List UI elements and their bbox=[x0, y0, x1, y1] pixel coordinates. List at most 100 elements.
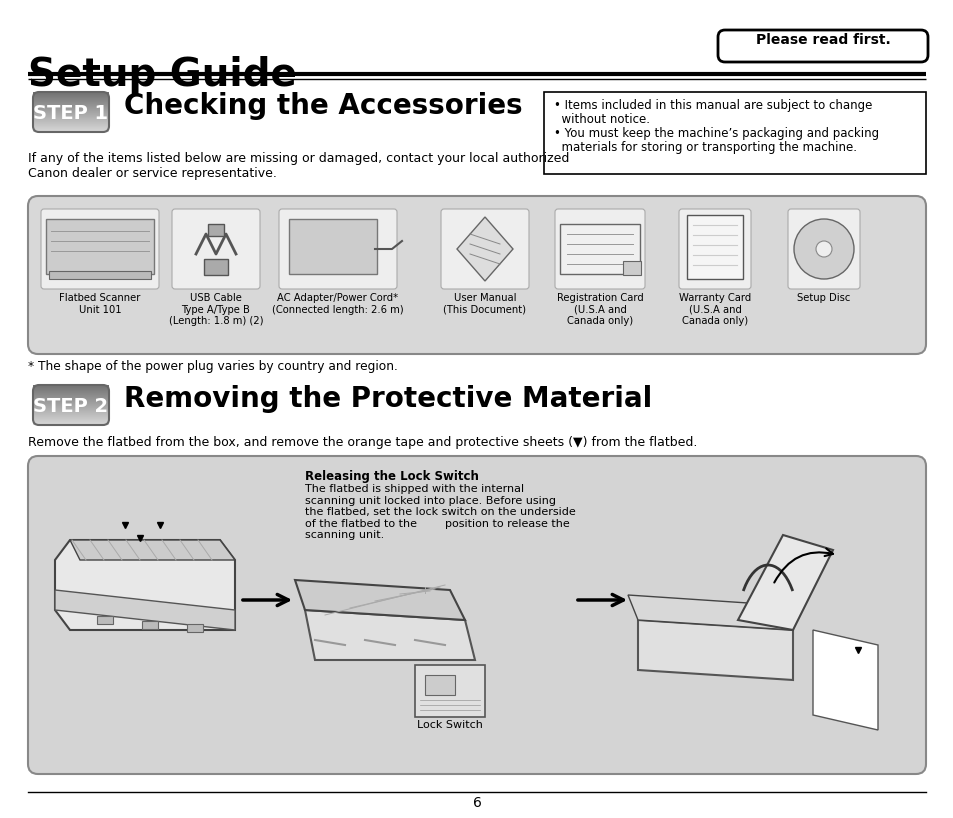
Bar bbox=[33, 125, 109, 126]
Text: Lock Switch: Lock Switch bbox=[416, 720, 482, 730]
Text: 6: 6 bbox=[472, 796, 481, 810]
Bar bbox=[142, 621, 158, 629]
Polygon shape bbox=[294, 580, 464, 620]
Bar bbox=[33, 418, 109, 419]
Bar bbox=[33, 424, 109, 425]
Bar bbox=[33, 408, 109, 409]
FancyBboxPatch shape bbox=[718, 30, 927, 62]
Bar bbox=[33, 393, 109, 394]
Text: Registration Card
(U.S.A and
Canada only): Registration Card (U.S.A and Canada only… bbox=[556, 293, 642, 326]
Bar bbox=[33, 117, 109, 118]
Text: AC Adapter/Power Cord*
(Connected length: 2.6 m): AC Adapter/Power Cord* (Connected length… bbox=[272, 293, 403, 315]
FancyBboxPatch shape bbox=[41, 209, 159, 289]
Bar bbox=[33, 410, 109, 411]
Text: Removing the Protective Material: Removing the Protective Material bbox=[124, 385, 652, 413]
Text: materials for storing or transporting the machine.: materials for storing or transporting th… bbox=[554, 141, 856, 154]
Bar bbox=[33, 402, 109, 403]
Polygon shape bbox=[456, 217, 513, 281]
Text: Please read first.: Please read first. bbox=[755, 33, 889, 47]
Bar bbox=[33, 413, 109, 414]
Polygon shape bbox=[70, 540, 234, 560]
FancyBboxPatch shape bbox=[28, 456, 925, 774]
Text: Setup Disc: Setup Disc bbox=[797, 293, 850, 303]
Bar bbox=[33, 414, 109, 415]
Bar bbox=[33, 131, 109, 132]
Polygon shape bbox=[55, 540, 234, 630]
Bar bbox=[559, 224, 639, 274]
Bar bbox=[33, 396, 109, 397]
Text: STEP 1: STEP 1 bbox=[33, 104, 109, 123]
Text: Flatbed Scanner
Unit 101: Flatbed Scanner Unit 101 bbox=[59, 293, 140, 315]
Bar bbox=[33, 415, 109, 416]
Bar bbox=[33, 104, 109, 105]
Text: without notice.: without notice. bbox=[554, 113, 649, 126]
Bar bbox=[33, 395, 109, 396]
FancyBboxPatch shape bbox=[679, 209, 750, 289]
Bar bbox=[33, 97, 109, 98]
Bar bbox=[33, 399, 109, 400]
Bar bbox=[33, 387, 109, 388]
Bar bbox=[33, 392, 109, 393]
Bar bbox=[686, 215, 742, 279]
Bar bbox=[33, 120, 109, 121]
Bar bbox=[33, 115, 109, 116]
Bar bbox=[33, 420, 109, 421]
Text: * The shape of the power plug varies by country and region.: * The shape of the power plug varies by … bbox=[28, 360, 397, 373]
Bar bbox=[33, 389, 109, 390]
Bar bbox=[33, 121, 109, 122]
Bar bbox=[33, 422, 109, 423]
Bar bbox=[33, 386, 109, 387]
Bar bbox=[33, 92, 109, 93]
Bar bbox=[33, 110, 109, 111]
Circle shape bbox=[815, 241, 831, 257]
Bar bbox=[33, 122, 109, 123]
Bar bbox=[33, 406, 109, 407]
Text: USB Cable
Type A/Type B
(Length: 1.8 m) (2): USB Cable Type A/Type B (Length: 1.8 m) … bbox=[169, 293, 263, 326]
Bar bbox=[33, 401, 109, 402]
Bar bbox=[33, 127, 109, 128]
Bar bbox=[33, 412, 109, 413]
Bar bbox=[33, 385, 109, 386]
Bar bbox=[33, 114, 109, 115]
Bar bbox=[33, 118, 109, 119]
Bar bbox=[97, 616, 112, 624]
Polygon shape bbox=[738, 535, 832, 630]
Polygon shape bbox=[627, 595, 792, 630]
Bar bbox=[33, 93, 109, 94]
Bar bbox=[33, 417, 109, 418]
Bar bbox=[33, 394, 109, 395]
Bar bbox=[33, 113, 109, 114]
Bar bbox=[33, 128, 109, 129]
Polygon shape bbox=[638, 620, 792, 680]
Bar bbox=[33, 108, 109, 109]
Bar bbox=[33, 116, 109, 117]
Bar bbox=[289, 219, 376, 274]
Bar bbox=[33, 388, 109, 389]
Bar bbox=[33, 98, 109, 99]
Bar bbox=[33, 405, 109, 406]
Text: Remove the flatbed from the box, and remove the orange tape and protective sheet: Remove the flatbed from the box, and rem… bbox=[28, 436, 697, 449]
Bar bbox=[33, 123, 109, 124]
Bar bbox=[33, 403, 109, 404]
Bar bbox=[33, 409, 109, 410]
Bar bbox=[33, 102, 109, 103]
Bar bbox=[33, 411, 109, 412]
Bar bbox=[33, 126, 109, 127]
Bar bbox=[33, 416, 109, 417]
FancyBboxPatch shape bbox=[172, 209, 260, 289]
FancyBboxPatch shape bbox=[28, 196, 925, 354]
Bar bbox=[49, 271, 151, 279]
Bar bbox=[33, 391, 109, 392]
Bar bbox=[204, 259, 228, 275]
Bar bbox=[33, 99, 109, 100]
Bar bbox=[33, 101, 109, 102]
Bar bbox=[33, 404, 109, 405]
Text: Checking the Accessories: Checking the Accessories bbox=[124, 92, 522, 120]
Bar bbox=[33, 421, 109, 422]
FancyBboxPatch shape bbox=[555, 209, 644, 289]
Bar bbox=[33, 119, 109, 120]
Bar bbox=[33, 112, 109, 113]
Bar bbox=[543, 92, 925, 174]
Text: • Items included in this manual are subject to change: • Items included in this manual are subj… bbox=[554, 99, 871, 112]
Polygon shape bbox=[812, 630, 877, 730]
